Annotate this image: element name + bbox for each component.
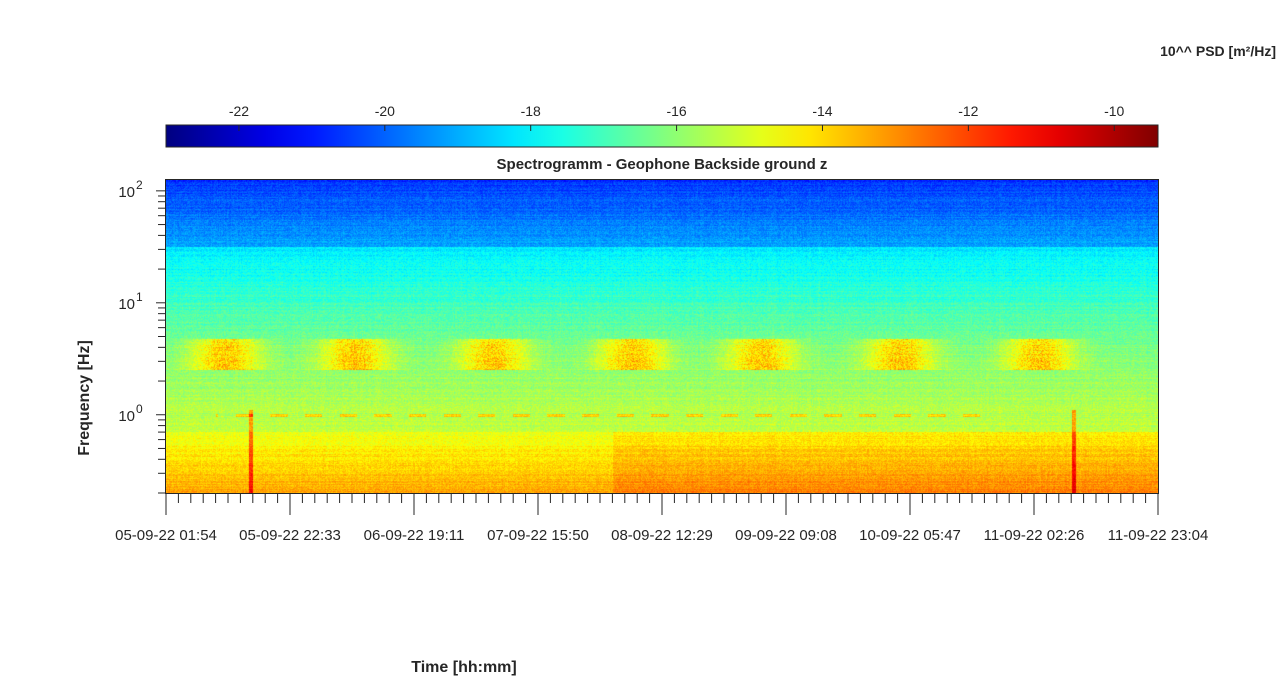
y-axis-label: Frequency [Hz]	[76, 340, 93, 456]
colorbar-ticks: -22 -20 -18 -16 -14 -12 -10	[229, 103, 1125, 131]
y-tick-exponent: 2	[136, 178, 143, 192]
chart-title: Spectrogramm - Geophone Backside ground …	[497, 156, 828, 173]
y-tick-label: 10	[118, 184, 135, 201]
x-axis: 05-09-22 01:54 05-09-22 22:33 06-09-22 19:…	[115, 493, 1208, 544]
x-tick-label: 07-09-22 15:50	[487, 527, 589, 544]
y-tick-exponent: 0	[136, 402, 143, 416]
colorbar-bar	[165, 124, 1159, 148]
x-tick-label: 10-09-22 05:47	[859, 527, 961, 544]
x-tick-label: 05-09-22 01:54	[115, 527, 217, 544]
x-tick-label: 11-09-22 02:26	[984, 527, 1085, 544]
x-tick-label: 09-09-22 09:08	[735, 527, 837, 544]
spectrogram-image-wrap	[166, 180, 1158, 493]
x-tick-label: 11-09-22 23:04	[1108, 527, 1209, 544]
colorbar-tick-label: -22	[229, 103, 249, 119]
colorbar-tick-label: -10	[1104, 103, 1124, 119]
colorbar-label: 10^^ PSD [m²/Hz]	[1160, 43, 1276, 59]
colorbar-tick-label: -16	[666, 103, 686, 119]
y-tick-label: 10	[118, 296, 135, 313]
colorbar-tick-label: -18	[521, 103, 541, 119]
y-tick-label: 10	[118, 408, 135, 425]
x-axis-label: Time [hh:mm]	[411, 659, 516, 676]
colorbar-tick-label: -20	[375, 103, 395, 119]
y-tick-exponent: 1	[136, 290, 143, 304]
colorbar-tick-label: -12	[958, 103, 978, 119]
x-tick-label: 08-09-22 12:29	[611, 527, 713, 544]
spectrogram-image	[166, 180, 1158, 493]
x-tick-label: 05-09-22 22:33	[239, 527, 341, 544]
x-tick-label: 06-09-22 19:11	[364, 527, 465, 544]
colorbar: -22 -20 -18 -16 -14 -12 -10 10^^ PSD [m²/Hz]	[165, 43, 1276, 148]
colorbar-tick-label: -14	[812, 103, 832, 119]
